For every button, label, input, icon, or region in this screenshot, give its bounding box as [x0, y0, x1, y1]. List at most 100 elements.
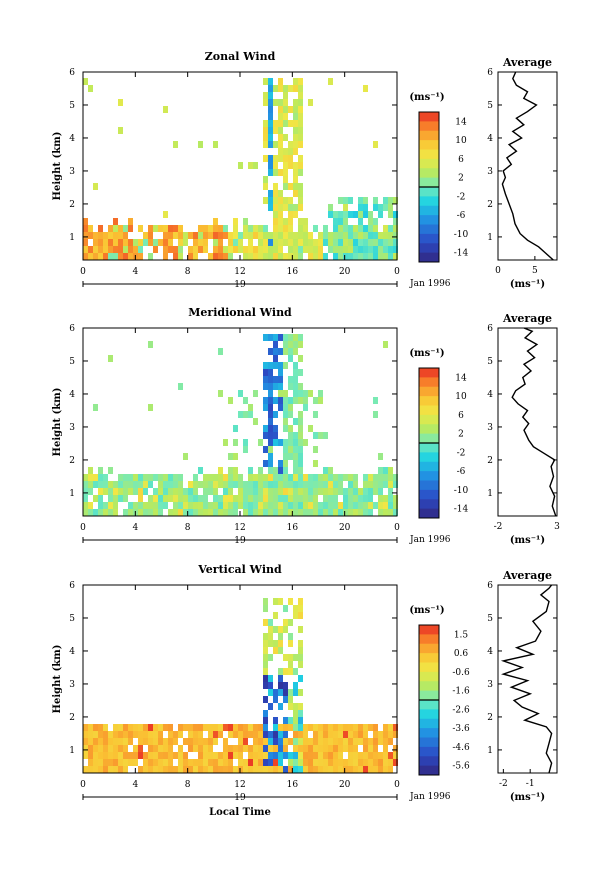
heatmap-cell — [308, 766, 313, 773]
heatmap-cell — [298, 411, 303, 418]
heatmap-cell — [288, 640, 293, 647]
heatmap-cell — [263, 654, 268, 661]
heatmap-cell — [293, 348, 298, 355]
heatmap-cell — [138, 474, 143, 481]
heatmap-cell — [363, 731, 368, 738]
heatmap-cell — [293, 232, 298, 239]
heatmap-cell — [298, 232, 303, 239]
heatmap-cell — [193, 509, 198, 516]
profile-x-tick-label: 0 — [495, 266, 501, 276]
heatmap-cell — [163, 759, 168, 766]
heatmap-cell — [308, 738, 313, 745]
heatmap-cell — [288, 509, 293, 516]
heatmap-cell — [288, 411, 293, 418]
heatmap-cell — [148, 404, 153, 411]
heatmap-cell — [193, 745, 198, 752]
heatmap-cell — [368, 752, 373, 759]
heatmap-cell — [88, 85, 93, 92]
profile-y-tick-label: 5 — [487, 101, 493, 111]
heatmap-cell — [138, 731, 143, 738]
heatmap-cell — [178, 488, 183, 495]
heatmap-cell — [138, 766, 143, 773]
heatmap-cell — [288, 197, 293, 204]
heatmap-cell — [303, 752, 308, 759]
heatmap-cell — [118, 752, 123, 759]
heatmap-cell — [278, 232, 283, 239]
heatmap-cell — [293, 432, 298, 439]
heatmap-cell — [353, 759, 358, 766]
heatmap-cell — [178, 509, 183, 516]
heatmap-cell — [293, 502, 298, 509]
heatmap-cell — [358, 495, 363, 502]
heatmap-cell — [268, 738, 273, 745]
heatmap-cell — [273, 155, 278, 162]
heatmap-cell — [278, 113, 283, 120]
heatmap-cell — [193, 766, 198, 773]
heatmap-cell — [198, 724, 203, 731]
heatmap-cell — [83, 502, 88, 509]
heatmap-cell — [283, 425, 288, 432]
colorbar-tick-label: -2 — [457, 192, 466, 202]
heatmap-cell — [103, 246, 108, 253]
heatmap-cell — [353, 474, 358, 481]
heatmap-cell — [338, 474, 343, 481]
heatmap-cell — [193, 239, 198, 246]
heatmap-cell — [248, 232, 253, 239]
heatmap-cell — [293, 334, 298, 341]
heatmap-cell — [223, 253, 228, 260]
heatmap-cell — [373, 745, 378, 752]
heatmap-cell — [163, 239, 168, 246]
heatmap-cell — [293, 383, 298, 390]
heatmap-cell — [218, 766, 223, 773]
colorbar-segment — [419, 671, 439, 682]
heatmap-cell — [153, 239, 158, 246]
heatmap-cell — [138, 253, 143, 260]
heatmap-cell — [368, 246, 373, 253]
heatmap-cell — [98, 752, 103, 759]
y-axis-label: Height (km) — [52, 388, 63, 457]
heatmap-cell — [293, 246, 298, 253]
heatmap-cell — [308, 509, 313, 516]
heatmap-cell — [378, 759, 383, 766]
heatmap-cell — [378, 495, 383, 502]
profile-frame — [497, 71, 558, 261]
heatmap-cell — [393, 752, 398, 759]
heatmap-cell — [358, 218, 363, 225]
heatmap-cell — [223, 738, 228, 745]
heatmap-cell — [93, 474, 98, 481]
heatmap-cell — [358, 204, 363, 211]
heatmap-cell — [293, 253, 298, 260]
heatmap-cell — [193, 232, 198, 239]
heatmap-cell — [143, 488, 148, 495]
heatmap-cell — [348, 211, 353, 218]
heatmap-cell — [278, 218, 283, 225]
colorbar-segment — [419, 737, 439, 748]
heatmap-cell — [278, 626, 283, 633]
heatmap-cell — [203, 481, 208, 488]
heatmap-cell — [268, 134, 273, 141]
heatmap-cell — [298, 425, 303, 432]
heatmap-cell — [268, 425, 273, 432]
heatmap-cell — [363, 211, 368, 218]
heatmap-cell — [283, 502, 288, 509]
heatmap-cell — [268, 654, 273, 661]
heatmap-cell — [208, 502, 213, 509]
heatmap-cell — [178, 502, 183, 509]
heatmap-cell — [258, 495, 263, 502]
heatmap-cell — [388, 474, 393, 481]
heatmap-cell — [228, 766, 233, 773]
heatmap-cell — [298, 474, 303, 481]
heatmap-cell — [238, 738, 243, 745]
heatmap-cell — [308, 474, 313, 481]
heatmap-cell — [153, 766, 158, 773]
heatmap-cell — [298, 246, 303, 253]
heatmap-cell — [108, 731, 113, 738]
heatmap-cell — [313, 253, 318, 260]
heatmap-cell — [328, 745, 333, 752]
heatmap-cell — [98, 481, 103, 488]
heatmap-cell — [243, 446, 248, 453]
heatmap-cell — [353, 509, 358, 516]
heatmap-cell — [268, 99, 273, 106]
heatmap-cell — [273, 383, 278, 390]
heatmap-cell — [228, 745, 233, 752]
